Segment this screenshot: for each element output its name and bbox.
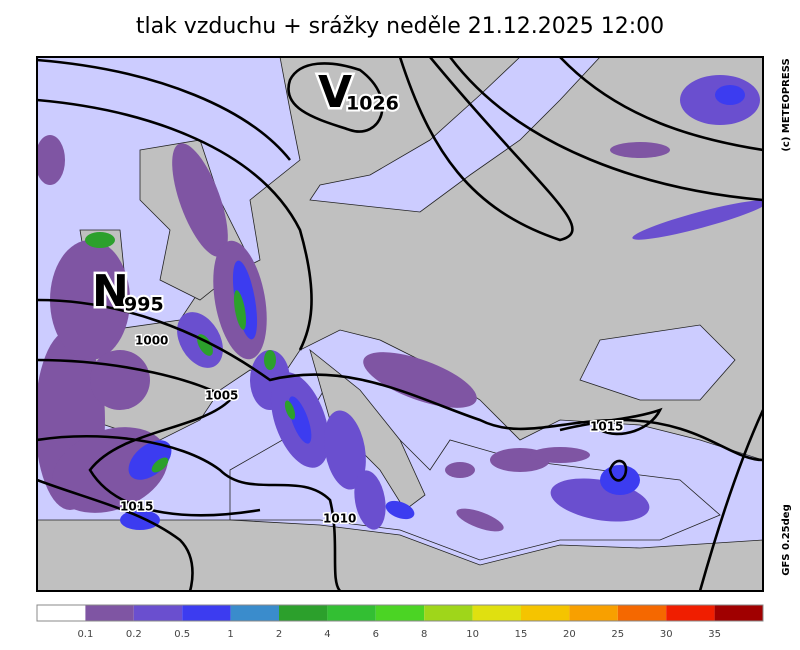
colorbar-swatch	[569, 605, 618, 621]
precipitation-area	[288, 396, 312, 444]
precipitation-area	[354, 470, 386, 530]
colorbar-swatch	[279, 605, 328, 621]
isobar	[37, 98, 313, 351]
isobar-label: 1010	[323, 512, 356, 526]
colorbar-swatch	[714, 605, 763, 621]
precipitation-area	[51, 427, 169, 513]
precipitation-area	[37, 135, 65, 185]
colorbar-tick-label: 0.1	[77, 629, 93, 640]
isobar	[37, 435, 342, 591]
isobar	[448, 57, 763, 202]
africa	[37, 519, 763, 591]
precipitation-area	[85, 232, 115, 248]
colorbar-swatch	[617, 605, 667, 621]
colorbar-swatch	[424, 605, 473, 621]
precipitation-area	[445, 462, 475, 478]
model-label: GFS 0.25deg	[781, 504, 792, 576]
precipitation-area	[284, 400, 296, 420]
precipitation	[37, 75, 763, 532]
black-sea	[579, 324, 736, 401]
colorbar-tick-label: 8	[421, 629, 427, 640]
isobar	[698, 409, 763, 591]
high-pressure-value: 1026	[346, 93, 399, 115]
isobar-label: 1000	[135, 334, 168, 348]
map-area: V 1026 N 995 1000 1005 1015 1015 1010	[37, 57, 763, 591]
colorbar-tick-label: 6	[373, 629, 379, 640]
colorbar-tick-label: 35	[708, 629, 721, 640]
isobar	[37, 58, 292, 161]
precipitation-area	[324, 410, 366, 490]
colorbar-swatch	[37, 605, 86, 621]
precipitation-area	[90, 350, 150, 410]
colorbar-tick-label: 4	[324, 629, 330, 640]
precipitation-area	[233, 290, 247, 330]
colorbar-swatch	[133, 605, 183, 621]
precipitation-area	[610, 142, 670, 158]
colorbar-swatch	[230, 605, 279, 621]
colorbar: 0.1 0.2 0.5 1 2 4 6 8 10 15 20 25 30 35	[36, 604, 764, 640]
precipitation-area	[264, 350, 276, 370]
precipitation-area	[232, 260, 258, 340]
precipitation-area	[120, 510, 160, 530]
precipitation-area	[50, 240, 130, 360]
precipitation-area	[530, 447, 590, 463]
precipitation-area	[151, 457, 169, 473]
colorbar-swatch	[666, 605, 715, 621]
colorbar-swatch	[375, 605, 425, 621]
isobar	[559, 407, 663, 436]
precipitation-area	[715, 85, 745, 105]
low-pressure-letter: N	[92, 266, 129, 317]
precipitation-area	[456, 508, 504, 532]
colorbar-swatch	[85, 605, 134, 621]
precipitation-area	[172, 143, 228, 257]
colorbar-tick-label: 10	[466, 629, 479, 640]
colorbar-frame	[36, 604, 764, 622]
colorbar-tick-label: 0.5	[174, 629, 190, 640]
isobar	[608, 459, 628, 482]
colorbar-tick-label: 0.2	[126, 629, 142, 640]
colorbar-swatch	[521, 605, 570, 621]
colorbar-tick-label: 25	[611, 629, 624, 640]
isobar	[37, 298, 763, 462]
baltic-sea	[309, 57, 601, 213]
colorbar-swatch	[182, 605, 231, 621]
isobar-label: 1015	[120, 500, 153, 514]
colorbar-tick-label: 20	[563, 629, 576, 640]
isobar-label: 1005	[205, 389, 238, 403]
isobar	[287, 62, 384, 133]
colorbar-tick-label: 30	[660, 629, 673, 640]
colorbar-swatch	[327, 605, 376, 621]
isobar	[37, 478, 194, 591]
colorbar-tick-label: 15	[515, 629, 528, 640]
precipitation-area	[363, 352, 477, 408]
isobar-label: 1015	[590, 420, 623, 434]
isobar	[37, 358, 261, 517]
low-pressure-value: 995	[124, 294, 164, 316]
precipitation-area	[385, 500, 415, 520]
colorbar-tick-label: 1	[227, 629, 233, 640]
credit: (c) METEOPRESS	[781, 58, 792, 151]
map-frame	[36, 56, 764, 592]
high-pressure-letter: V	[318, 67, 352, 118]
colorbar-tick-label: 2	[276, 629, 282, 640]
colorbar-swatch	[472, 605, 521, 621]
precipitation-area	[632, 200, 763, 240]
map-title: tlak vzduchu + srážky neděle 21.12.2025 …	[136, 14, 664, 39]
isobar	[559, 57, 763, 152]
isobar	[398, 57, 574, 242]
